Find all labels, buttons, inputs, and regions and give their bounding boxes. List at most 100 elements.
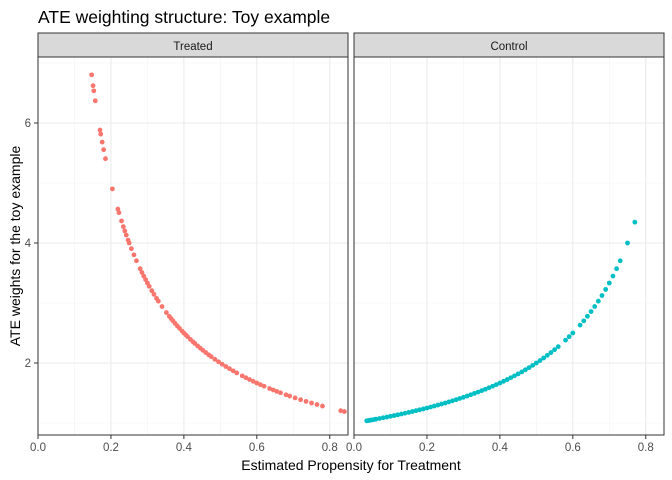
panel-bg-treated <box>38 57 348 435</box>
data-point <box>278 390 283 396</box>
data-point <box>533 360 539 366</box>
chart-title: ATE weighting structure: Toy example <box>38 7 330 27</box>
x-tick-label: 0.8 <box>322 442 338 454</box>
data-point <box>614 266 619 272</box>
data-point <box>523 367 528 373</box>
x-tick-label: 0.0 <box>346 442 362 454</box>
data-point <box>341 409 347 414</box>
data-point <box>267 386 272 391</box>
data-point <box>91 88 97 94</box>
data-point <box>468 392 474 398</box>
data-point <box>219 361 225 367</box>
data-point <box>261 383 267 389</box>
x-tick-label: 0.2 <box>419 442 435 454</box>
panel-border-treated <box>37 56 349 436</box>
data-point <box>98 131 104 137</box>
data-point <box>515 371 521 377</box>
data-point <box>258 382 263 388</box>
data-point <box>116 210 122 216</box>
data-point <box>90 83 96 89</box>
data-point <box>391 413 397 418</box>
data-point <box>99 139 105 145</box>
x-tick-label: 0.4 <box>492 442 509 454</box>
data-point <box>417 407 423 413</box>
data-point <box>555 344 561 350</box>
data-point <box>457 396 463 401</box>
data-point <box>314 402 320 407</box>
data-point <box>512 373 517 379</box>
y-axis: 2 4 6 <box>25 118 38 370</box>
data-point <box>617 258 623 264</box>
panel-border-control <box>353 56 665 436</box>
data-point <box>563 337 568 343</box>
data-point <box>409 409 415 414</box>
data-point <box>216 359 221 365</box>
data-point <box>625 240 630 246</box>
data-point <box>482 386 488 392</box>
data-point <box>570 330 576 336</box>
data-point <box>149 288 155 294</box>
data-point <box>599 293 605 298</box>
data-point <box>497 380 503 386</box>
data-point <box>377 416 382 421</box>
data-point <box>552 347 557 353</box>
strip-label-control: Control <box>490 41 527 53</box>
points-control <box>364 219 638 424</box>
x-axis-treated: 0.0 0.2 0.4 0.6 0.8 <box>30 435 338 454</box>
data-point <box>581 318 587 324</box>
data-point <box>519 369 525 375</box>
data-point <box>424 405 430 411</box>
data-point <box>270 387 276 393</box>
data-point <box>606 280 612 286</box>
data-point <box>119 218 124 224</box>
data-point <box>588 309 594 314</box>
data-point <box>428 404 433 410</box>
data-point <box>431 403 437 409</box>
data-point <box>126 240 132 246</box>
data-point <box>137 266 143 272</box>
data-point <box>250 378 256 384</box>
data-point <box>548 350 554 355</box>
data-point <box>585 313 590 319</box>
data-point <box>298 397 303 403</box>
data-point <box>442 400 448 406</box>
y-tick-label: 4 <box>25 238 32 250</box>
x-tick-label: 0.6 <box>249 442 265 454</box>
data-point <box>89 72 95 78</box>
data-point <box>230 368 236 374</box>
data-point <box>577 322 583 328</box>
data-point <box>490 383 495 389</box>
data-point <box>610 273 616 279</box>
data-point <box>399 411 404 417</box>
data-point <box>227 366 232 372</box>
data-point <box>395 412 401 418</box>
data-point <box>247 377 252 382</box>
data-point <box>413 408 419 414</box>
x-tick-label: 0.0 <box>30 442 46 454</box>
data-point <box>243 375 249 381</box>
data-point <box>303 398 309 404</box>
data-point <box>464 393 470 399</box>
x-tick-label: 0.8 <box>638 442 654 454</box>
data-point <box>453 397 459 403</box>
data-point <box>373 416 379 422</box>
data-point <box>139 270 145 275</box>
data-point <box>122 228 128 234</box>
data-point <box>110 186 115 192</box>
data-point <box>384 414 390 420</box>
x-tick-label: 0.6 <box>565 442 581 454</box>
data-point <box>254 380 260 386</box>
data-point <box>134 258 139 264</box>
data-point <box>101 147 107 153</box>
data-point <box>406 410 412 415</box>
y-axis-label: ATE weights for the toy example <box>7 146 23 347</box>
data-point <box>309 400 314 406</box>
data-point <box>595 298 601 304</box>
data-point <box>530 362 536 368</box>
data-point <box>146 283 152 289</box>
x-axis-label: Estimated Propensity for Treatment <box>241 457 461 473</box>
strip-treated <box>37 32 349 58</box>
data-point <box>486 385 492 391</box>
data-point <box>292 395 298 401</box>
